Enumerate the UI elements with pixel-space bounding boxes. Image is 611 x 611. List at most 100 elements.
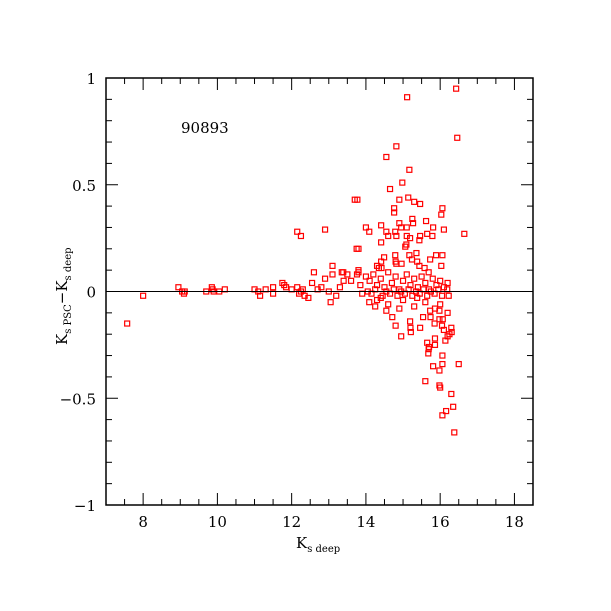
x-axis-label: Ks deep	[296, 534, 340, 555]
data-point	[383, 307, 390, 314]
y-tick-label: −0.5	[60, 390, 96, 408]
data-point	[140, 292, 147, 299]
data-point	[439, 360, 446, 368]
data-point	[442, 337, 449, 344]
data-point	[366, 277, 373, 284]
data-point	[403, 224, 410, 231]
data-point	[413, 249, 420, 257]
y-label-sub1: s PSC	[63, 304, 74, 334]
data-point	[430, 363, 437, 370]
data-point	[372, 303, 379, 310]
data-point	[392, 273, 399, 280]
data-point	[407, 328, 414, 336]
data-point	[425, 346, 432, 353]
data-point	[439, 252, 446, 259]
data-point	[385, 301, 392, 308]
data-point	[393, 232, 400, 240]
data-point	[269, 284, 277, 291]
data-point	[383, 153, 390, 161]
data-point	[389, 314, 396, 321]
data-point	[406, 318, 414, 325]
data-point	[353, 271, 361, 278]
data-point	[417, 200, 424, 208]
data-point	[347, 277, 355, 284]
y-label-main1: K	[53, 333, 71, 345]
data-point	[310, 269, 318, 276]
data-point	[175, 284, 182, 291]
y-axis-label: Ks PSC−Ks deep	[53, 247, 74, 345]
data-point	[411, 303, 418, 310]
data-point	[444, 279, 451, 287]
data-point	[256, 292, 264, 299]
data-point	[396, 305, 403, 312]
data-point	[445, 292, 452, 299]
data-point	[444, 309, 451, 316]
data-point	[355, 267, 362, 274]
data-point	[436, 307, 443, 314]
y-tick-label: −1	[74, 497, 96, 515]
data-point	[399, 179, 406, 186]
data-point	[329, 271, 336, 278]
data-point	[385, 269, 392, 276]
data-point	[455, 360, 462, 368]
data-point	[378, 239, 385, 246]
data-point	[297, 232, 305, 240]
data-point	[366, 299, 373, 306]
data-point	[370, 271, 377, 278]
data-point	[411, 198, 418, 205]
data-point	[406, 166, 413, 173]
data-point	[402, 243, 409, 250]
data-point	[422, 279, 429, 287]
data-point	[391, 209, 398, 216]
data-point	[321, 226, 329, 233]
data-point	[416, 237, 423, 244]
data-point	[399, 296, 407, 304]
data-point	[378, 258, 385, 265]
data-point	[405, 194, 412, 201]
y-label-dash: −	[53, 292, 71, 305]
axis-ticks	[105, 77, 534, 506]
x-label-main: K	[296, 534, 308, 552]
data-point	[383, 228, 390, 235]
plot-frame	[105, 77, 534, 506]
data-point	[388, 279, 396, 287]
data-point	[443, 407, 450, 415]
data-point	[438, 211, 445, 218]
data-point	[448, 390, 455, 398]
data-point	[425, 350, 432, 357]
data-point	[378, 264, 385, 272]
data-point	[436, 367, 443, 374]
data-point	[440, 326, 447, 334]
data-point	[429, 275, 436, 282]
data-point	[437, 277, 444, 284]
data-point	[407, 281, 414, 289]
data-point	[440, 226, 447, 233]
data-point	[422, 217, 430, 225]
data-point	[391, 205, 398, 212]
data-point	[450, 403, 457, 410]
data-point	[448, 324, 455, 331]
data-point	[421, 264, 428, 272]
data-point	[437, 301, 444, 308]
data-point	[357, 281, 364, 289]
data-point	[409, 215, 416, 223]
data-point	[392, 252, 399, 259]
y-tick-label: 1	[86, 70, 96, 88]
data-point	[362, 224, 370, 231]
data-point	[396, 220, 403, 227]
data-point	[437, 384, 444, 391]
y-tick-label: 0.5	[72, 177, 96, 195]
data-point	[396, 196, 403, 203]
y-label-sub2: s deep	[63, 247, 74, 280]
data-point	[430, 224, 437, 231]
x-tick-label: 10	[208, 513, 227, 531]
data-point	[398, 333, 405, 340]
data-point	[454, 134, 461, 141]
data-point	[461, 230, 468, 237]
data-point	[403, 271, 410, 278]
data-point	[425, 269, 432, 276]
data-point	[439, 205, 446, 212]
data-point	[399, 277, 407, 284]
data-point	[414, 258, 421, 265]
